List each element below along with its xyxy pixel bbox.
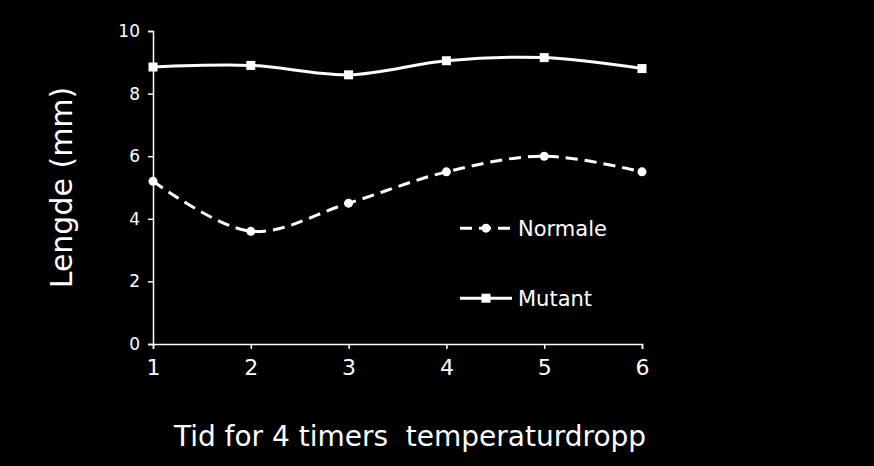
series-marker — [442, 167, 451, 176]
y-axis-title: Lengde (mm) — [44, 87, 79, 289]
x-tick: 3 — [342, 344, 356, 380]
y-tick-mark — [148, 281, 153, 283]
x-tick-mark — [446, 344, 448, 349]
y-tick-label: 2 — [129, 271, 140, 291]
legend-item: Normale — [460, 217, 607, 241]
y-axis: 0 2 4 6 8 10 — [118, 21, 153, 354]
series-marker — [149, 62, 158, 71]
y-tick-mark — [148, 156, 153, 158]
x-axis-line — [154, 345, 643, 350]
x-tick-label: 2 — [244, 355, 258, 380]
legend: Normale Mutant — [460, 217, 607, 311]
x-tick-label: 3 — [342, 355, 356, 380]
y-tick-label: 6 — [129, 146, 140, 166]
x-tick: 4 — [440, 344, 454, 380]
y-tick: 0 — [129, 334, 153, 354]
series-marker — [344, 199, 353, 208]
y-tick-label: 8 — [129, 84, 140, 104]
x-tick-label: 5 — [538, 355, 552, 380]
series-line — [153, 57, 642, 75]
series-marker — [540, 53, 549, 62]
y-tick: 8 — [129, 84, 153, 104]
series-marker — [638, 167, 647, 176]
series-marker — [149, 177, 158, 186]
x-tick-mark — [642, 344, 644, 349]
y-tick-label: 4 — [129, 209, 140, 229]
x-tick-label: 6 — [636, 355, 650, 380]
x-tick-label: 1 — [147, 355, 161, 380]
x-tick: 1 — [147, 344, 161, 380]
legend-label: Mutant — [518, 287, 592, 311]
y-tick-mark — [148, 93, 153, 95]
series-marker — [540, 152, 549, 161]
y-tick-mark — [148, 31, 153, 33]
y-tick: 6 — [129, 146, 153, 166]
x-axis: 1 2 3 4 5 6 — [147, 344, 650, 380]
x-tick-mark — [348, 344, 350, 349]
chart: 0246810123456Lengde (mm)Tid for 4 timers… — [0, 0, 874, 466]
x-tick-mark — [544, 344, 546, 349]
y-tick-mark — [148, 219, 153, 221]
x-tick-label: 4 — [440, 355, 454, 380]
series-marker — [246, 227, 255, 236]
series-marker — [442, 56, 451, 65]
series-marker — [344, 70, 353, 79]
series-marker — [246, 61, 255, 70]
y-tick-mark — [148, 344, 153, 346]
legend-marker — [482, 224, 491, 233]
x-tick: 2 — [244, 344, 258, 380]
legend-marker — [482, 294, 491, 303]
y-tick: 2 — [129, 271, 153, 291]
x-tick: 5 — [538, 344, 552, 380]
y-tick-label: 0 — [129, 334, 140, 354]
x-tick-mark — [153, 344, 155, 349]
x-tick: 6 — [636, 344, 650, 380]
y-tick: 10 — [118, 21, 153, 41]
background — [0, 0, 874, 466]
y-axis-line — [148, 32, 154, 345]
legend-label: Normale — [518, 217, 607, 241]
series-marker — [638, 64, 647, 73]
y-tick-label: 10 — [118, 21, 140, 41]
legend-item: Mutant — [460, 287, 592, 311]
y-tick: 4 — [129, 209, 153, 229]
x-axis-title: Tid for 4 timers temperaturdropp — [173, 420, 646, 453]
x-tick-mark — [251, 344, 253, 349]
plot-area — [149, 53, 647, 236]
